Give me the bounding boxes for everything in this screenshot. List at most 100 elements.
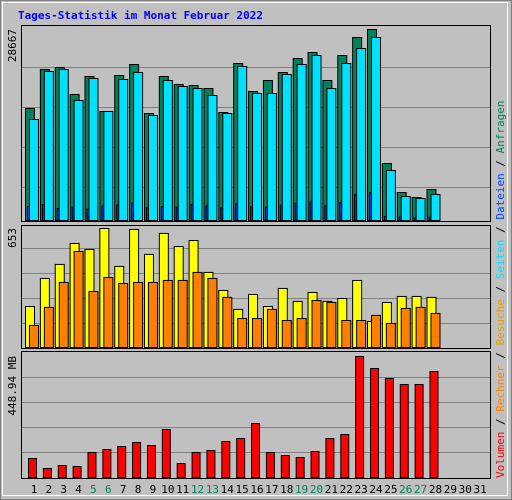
bar: [265, 451, 275, 478]
legend-separator: /: [494, 412, 507, 432]
bar: [43, 306, 54, 348]
legend-separator: /: [494, 220, 507, 240]
x-tick-label: 20: [310, 483, 323, 496]
legend-separator: /: [494, 346, 507, 366]
bar: [162, 279, 173, 349]
bar: [236, 437, 246, 478]
bar: [29, 118, 39, 221]
bar: [399, 384, 409, 479]
x-tick-label: 27: [414, 483, 427, 496]
x-tick-label: 4: [75, 483, 82, 496]
x-tick-label: 29: [444, 483, 457, 496]
bar: [222, 296, 233, 348]
bar: [310, 450, 320, 479]
bar: [280, 455, 290, 479]
bar: [207, 277, 218, 348]
bar: [341, 62, 352, 222]
bar: [415, 306, 426, 348]
bar: [295, 457, 305, 479]
bar: [133, 281, 144, 348]
bar: [296, 318, 307, 349]
x-tick-label: 17: [265, 483, 278, 496]
bar: [161, 428, 171, 478]
legend-separator: /: [494, 153, 507, 173]
x-tick-label: 24: [369, 483, 383, 496]
bar: [57, 465, 67, 479]
legend-entry: Anfragen: [494, 100, 507, 153]
bar: [326, 301, 337, 349]
legend-entry: Besuche: [494, 299, 507, 345]
x-tick-label: 18: [280, 483, 293, 496]
chart-title: Tages-Statistik im Monat Februar 2022: [18, 9, 263, 22]
bar: [73, 99, 84, 221]
x-tick-label: 19: [295, 483, 308, 496]
bar: [222, 112, 233, 221]
bar: [430, 193, 441, 222]
x-tick-label: 6: [105, 483, 112, 496]
x-tick-label: 26: [399, 483, 412, 496]
bar: [281, 320, 292, 348]
bar: [118, 78, 129, 221]
y-tick-label: 653: [6, 228, 19, 248]
bar: [371, 314, 382, 348]
bar: [42, 467, 52, 478]
bar: [221, 440, 231, 479]
bar: [237, 65, 248, 222]
legend-entry: Rechner: [494, 365, 507, 412]
x-tick-label: 9: [150, 483, 157, 496]
y-tick-label: 28667: [6, 29, 19, 62]
bar: [371, 36, 382, 222]
bar: [296, 63, 307, 222]
legend-separator: /: [494, 279, 507, 299]
bar: [207, 94, 218, 221]
bar: [400, 308, 411, 348]
bar: [147, 114, 158, 221]
bar: [58, 68, 69, 221]
bar: [311, 54, 322, 221]
x-tick-label: 15: [236, 483, 249, 496]
bar: [192, 87, 203, 221]
bar: [206, 449, 216, 478]
bar: [177, 85, 188, 222]
bar: [29, 324, 39, 348]
bar: [326, 87, 337, 221]
bar: [370, 368, 380, 478]
x-tick-label: 12: [191, 483, 204, 496]
bar: [133, 71, 144, 221]
bar: [251, 423, 261, 479]
bar: [355, 356, 365, 478]
bar: [385, 169, 396, 221]
x-tick-label: 3: [60, 483, 67, 496]
bar: [147, 281, 158, 348]
bar: [252, 318, 263, 349]
bar: [72, 466, 82, 478]
bar: [28, 457, 37, 478]
bar: [266, 92, 277, 221]
bar: [311, 299, 322, 348]
bar: [103, 277, 114, 349]
bar: [191, 451, 201, 478]
x-tick-label: 7: [120, 483, 127, 496]
bar: [356, 320, 367, 348]
x-tick-label: 23: [355, 483, 368, 496]
x-tick-label: 1: [31, 483, 38, 496]
bar: [325, 437, 335, 478]
bar: [429, 370, 439, 479]
bar: [176, 463, 186, 479]
bar: [341, 320, 352, 348]
frame-inner: [2, 2, 508, 496]
bar: [237, 318, 248, 349]
bar: [400, 196, 411, 221]
bar: [102, 448, 112, 479]
bar: [88, 77, 99, 221]
bar: [177, 279, 188, 349]
y-tick-label: 448.94 MB: [6, 356, 19, 416]
x-tick-label: 11: [176, 483, 189, 496]
bar: [162, 79, 173, 221]
bar: [73, 250, 84, 348]
x-tick-label: 28: [429, 483, 442, 496]
x-tick-label: 10: [161, 483, 174, 496]
bar: [252, 92, 263, 221]
x-tick-label: 16: [250, 483, 263, 496]
